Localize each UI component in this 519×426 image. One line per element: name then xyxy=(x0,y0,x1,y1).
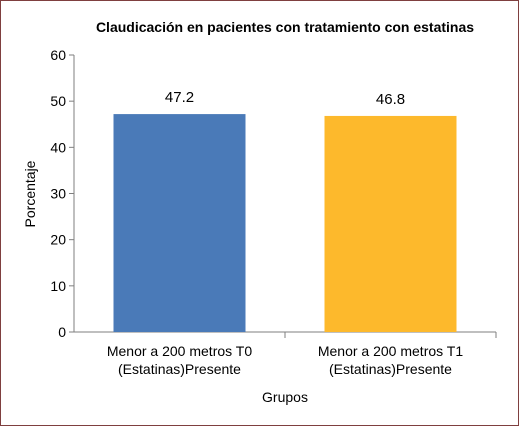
category-label-1-line-1: Menor a 200 metros T0 xyxy=(107,343,252,359)
y-tick-label: 30 xyxy=(50,186,66,202)
y-tick-label: 60 xyxy=(50,47,66,63)
chart-title: Claudicación en pacientes con tratamient… xyxy=(96,19,474,35)
category-label-2-line-2: (Estatinas)Presente xyxy=(329,361,452,377)
category-label-2-line-1: Menor a 200 metros T1 xyxy=(318,343,463,359)
bar-1 xyxy=(113,114,246,333)
y-tick-label: 10 xyxy=(50,278,66,294)
x-axis-label: Grupos xyxy=(262,389,308,405)
data-label-2: 46.8 xyxy=(376,91,405,108)
y-axis-label: Porcentaje xyxy=(22,160,38,227)
y-tick-label: 50 xyxy=(50,93,66,109)
y-tick-label: 0 xyxy=(58,324,66,340)
y-tick-label: 20 xyxy=(50,232,66,248)
category-label-1-line-2: (Estatinas)Presente xyxy=(118,361,241,377)
data-label-1: 47.2 xyxy=(165,89,194,106)
y-tick-label: 40 xyxy=(50,139,66,155)
bar-2 xyxy=(324,115,457,332)
